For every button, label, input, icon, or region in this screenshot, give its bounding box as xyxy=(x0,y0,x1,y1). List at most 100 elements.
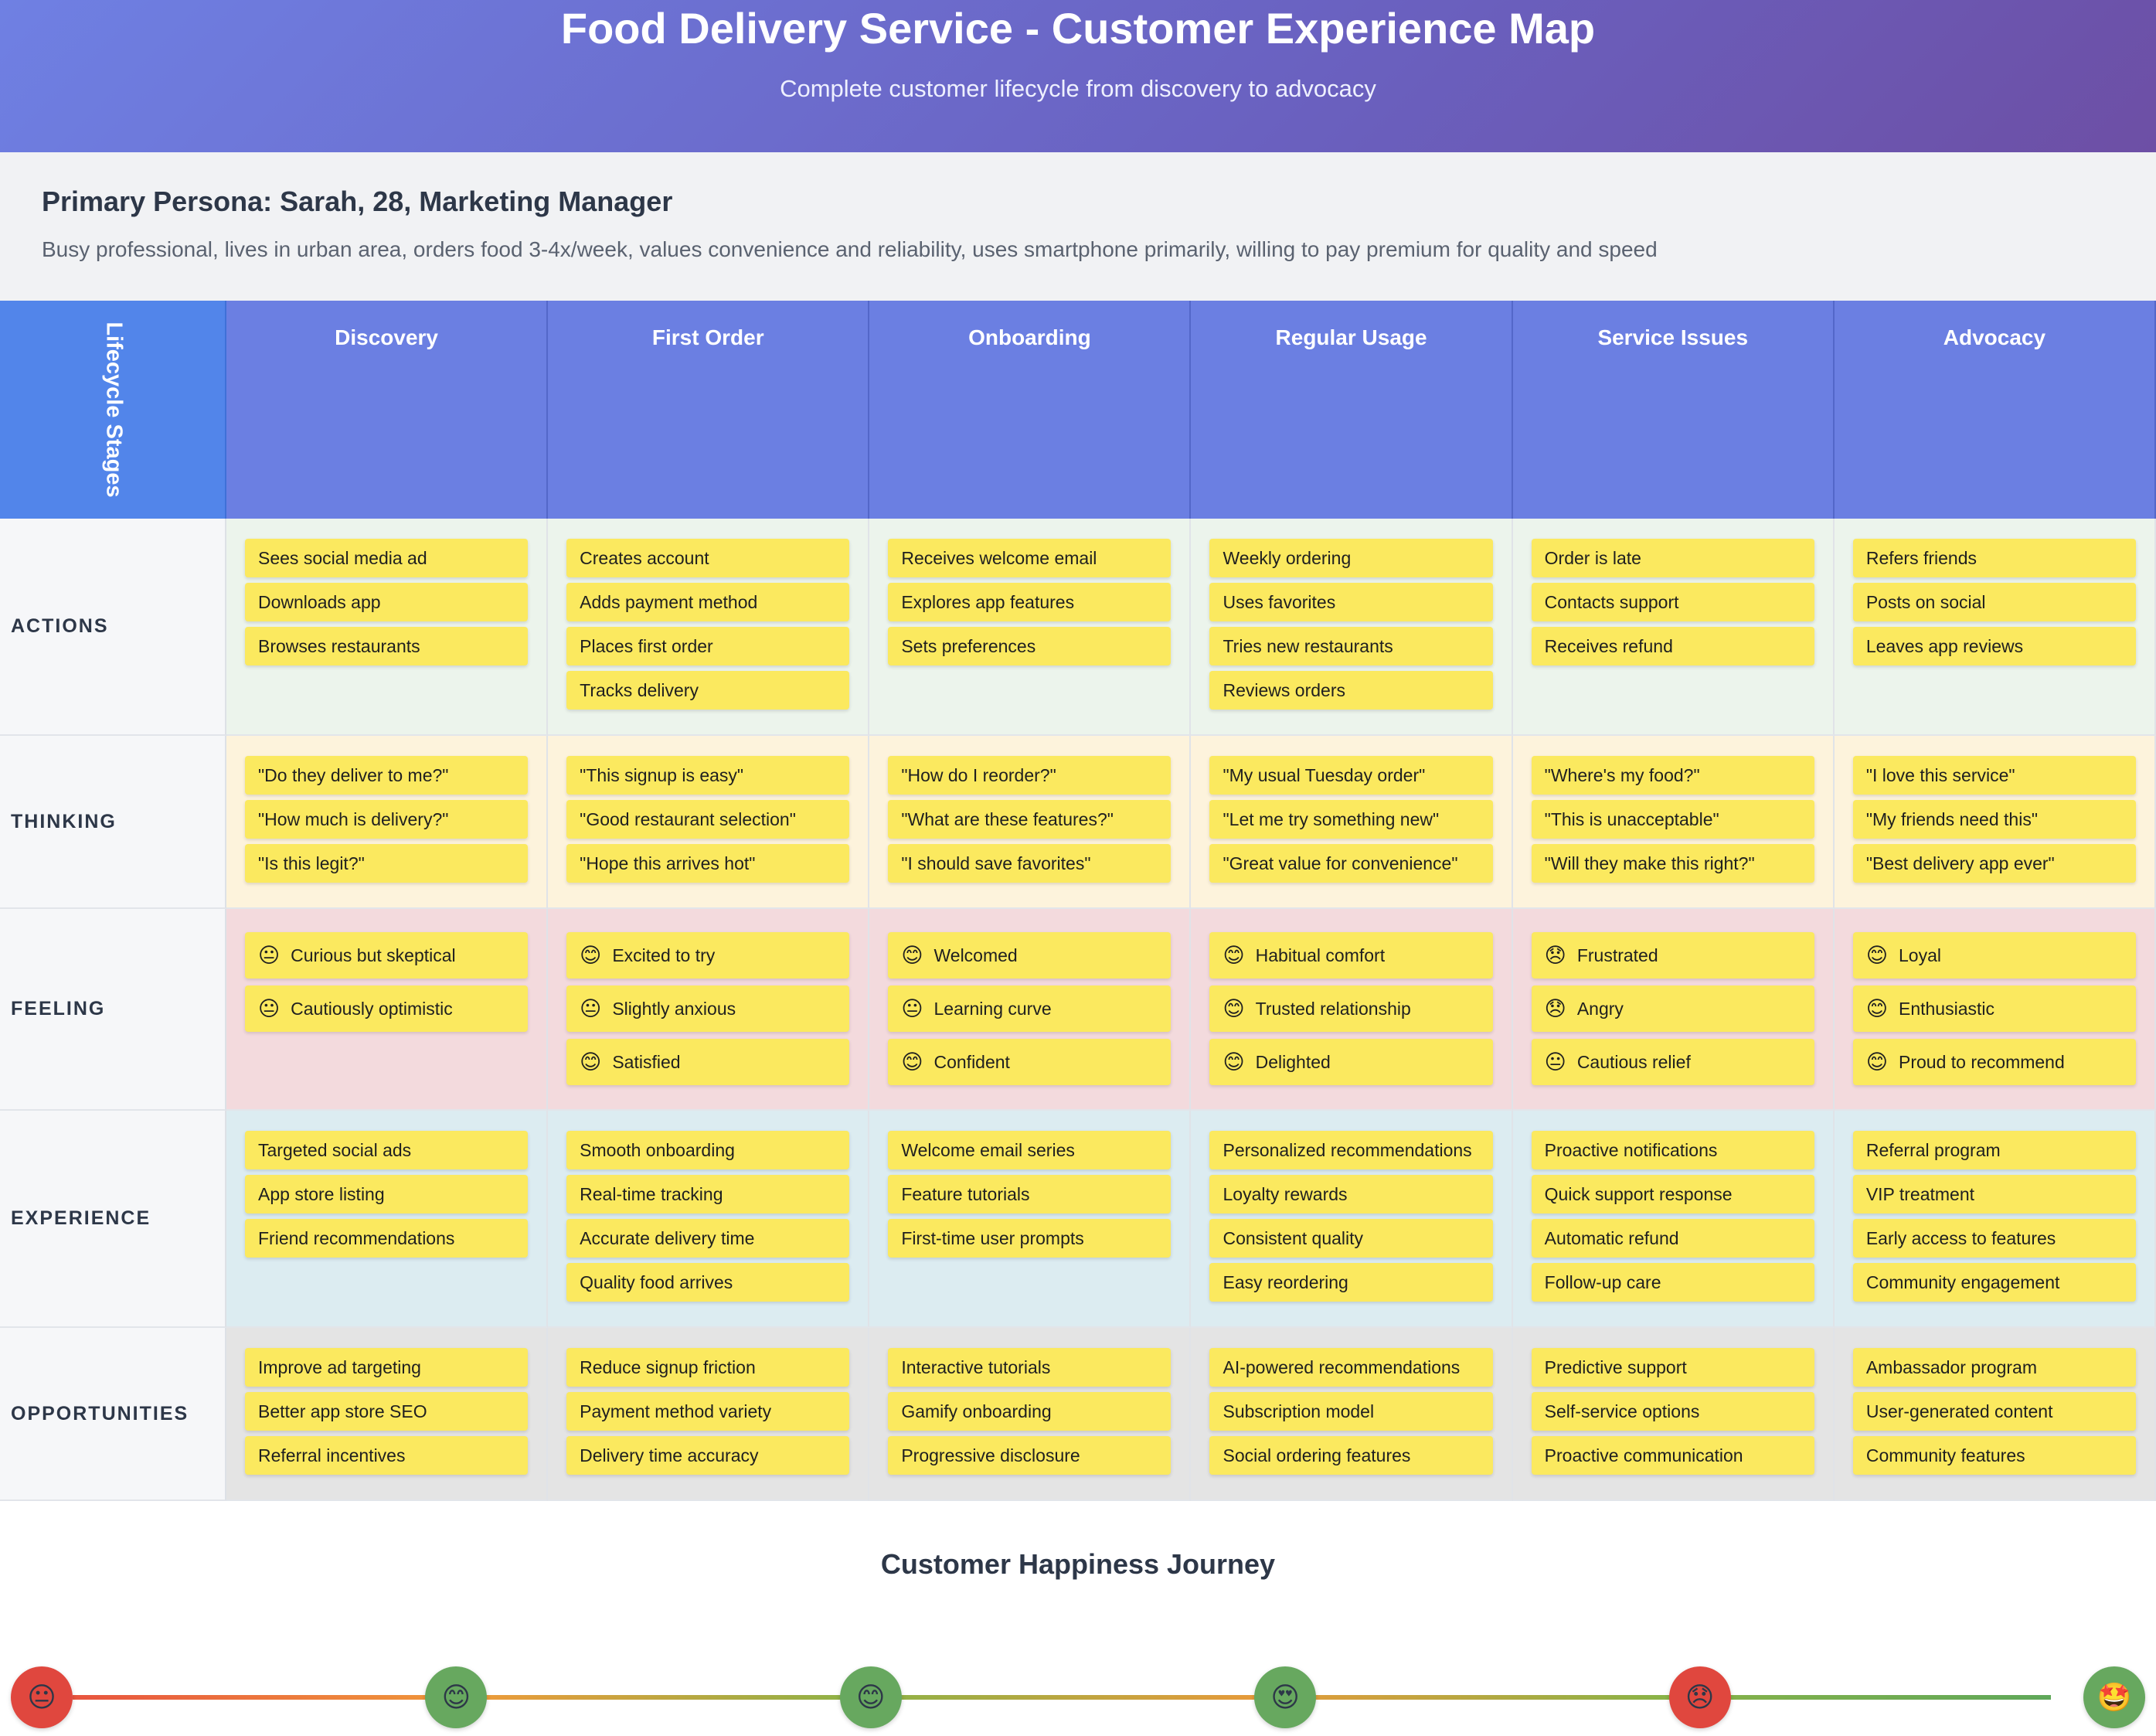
feeling-sticky-note: 😐 Curious but skeptical xyxy=(245,932,529,979)
row-label-feeling: FEELING xyxy=(0,909,226,1111)
experience-cell: Smooth onboarding Real-time tracking Accur… xyxy=(548,1111,870,1328)
actions-sticky-note: Explores app features xyxy=(888,583,1172,621)
feeling-sticky-note: 😊 Confident xyxy=(888,1039,1172,1085)
happiness-point-3: 😊 xyxy=(839,1666,902,1728)
emotion-label: Habitual comfort xyxy=(1255,945,1386,965)
actions-sticky-note: Browses restaurants xyxy=(245,627,529,665)
actions-sticky-note: Contacts support xyxy=(1531,583,1814,621)
emotion-label: Loyal xyxy=(1898,945,1941,965)
thinking-sticky-note: "Best delivery app ever" xyxy=(1852,844,2136,883)
experience-cell: Targeted social ads App store listing Frie… xyxy=(226,1111,549,1328)
experience-sticky-note: Consistent quality xyxy=(1209,1219,1493,1258)
thinking-sticky-note: "My friends need this" xyxy=(1852,800,2136,839)
feeling-cell: 😊 Habitual comfort 😊 Trusted relationship 😊 D… xyxy=(1191,909,1513,1111)
emotion-label: Welcomed xyxy=(933,945,1018,965)
actions-sticky-note: Tracks delivery xyxy=(566,671,850,710)
experience-sticky-note: VIP treatment xyxy=(1852,1175,2136,1213)
thinking-sticky-note: "I should save favorites" xyxy=(888,844,1172,883)
emotion-emoji-icon: 😊 xyxy=(901,1050,923,1074)
feeling-cell: 😊 Excited to try 😐 Slightly anxious 😊 Satisfi… xyxy=(548,909,870,1111)
actions-sticky-note: Uses favorites xyxy=(1209,583,1493,621)
emotion-label: Curious but skeptical xyxy=(291,945,456,965)
opportunities-sticky-note: Reduce signup friction xyxy=(566,1348,850,1387)
happiness-track-line xyxy=(73,1695,2051,1700)
thinking-sticky-note: "Do they deliver to me?" xyxy=(245,756,529,795)
emotion-emoji-icon: 😊 xyxy=(1223,943,1245,967)
happiness-point-5: 😞 xyxy=(1668,1666,1731,1728)
actions-sticky-note: Leaves app reviews xyxy=(1852,627,2136,665)
emotion-label: Cautiously optimistic xyxy=(291,998,453,1019)
emotion-emoji-icon: 😊 xyxy=(1223,996,1245,1020)
experience-sticky-note: Targeted social ads xyxy=(245,1131,529,1169)
emotion-label: Cautious relief xyxy=(1576,1051,1691,1072)
page-title: Food Delivery Service - Customer Experie… xyxy=(560,4,1596,53)
opportunities-sticky-note: Community features xyxy=(1852,1436,2136,1475)
feeling-sticky-note: 😞 Frustrated xyxy=(1531,932,1814,979)
persona-title: Primary Persona: Sarah, 28, Marketing Ma… xyxy=(42,186,673,217)
thinking-cell: "How do I reorder?" "What are these featu… xyxy=(869,736,1192,909)
thinking-sticky-note: "What are these features?" xyxy=(888,800,1172,839)
experience-cell: Referral program VIP treatment Early acces… xyxy=(1834,1111,2156,1328)
emotion-label: Proud to recommend xyxy=(1898,1051,2065,1072)
lifecycle-stages-label: Lifecycle Stages xyxy=(101,322,127,498)
feeling-sticky-note: 😐 Learning curve xyxy=(888,985,1172,1032)
actions-sticky-note: Receives welcome email xyxy=(888,539,1172,577)
feeling-sticky-note: 😐 Slightly anxious xyxy=(566,985,850,1032)
experience-sticky-note: Quick support response xyxy=(1531,1175,1814,1213)
emotion-emoji-icon: 😊 xyxy=(1223,1050,1245,1074)
opportunities-sticky-note: Improve ad targeting xyxy=(245,1348,529,1387)
opportunities-cell: Predictive support Self-service options Pr… xyxy=(1512,1328,1835,1501)
lifecycle-stages-header: Lifecycle Stages xyxy=(0,301,226,519)
experience-sticky-note: Accurate delivery time xyxy=(566,1219,850,1258)
row-label-opportunities: OPPORTUNITIES xyxy=(0,1328,226,1501)
experience-cell: Welcome email series Feature tutorials Fir… xyxy=(869,1111,1192,1328)
emotion-label: Confident xyxy=(933,1051,1010,1072)
thinking-sticky-note: "Hope this arrives hot" xyxy=(566,844,850,883)
experience-sticky-note: Quality food arrives xyxy=(566,1263,850,1302)
actions-sticky-note: Receives refund xyxy=(1531,627,1814,665)
thinking-sticky-note: "Is this legit?" xyxy=(245,844,529,883)
emotion-emoji-icon: 😐 xyxy=(901,996,923,1020)
emotion-label: Angry xyxy=(1576,998,1624,1019)
feeling-sticky-note: 😊 Excited to try xyxy=(566,932,850,979)
stage-header: First Order xyxy=(548,301,870,519)
page-subtitle: Complete customer lifecycle from discove… xyxy=(780,75,1376,102)
opportunities-sticky-note: Subscription model xyxy=(1209,1392,1493,1431)
happiness-point-2: 😊 xyxy=(425,1666,488,1728)
feeling-cell: 😊 Welcomed 😐 Learning curve 😊 Confident xyxy=(869,909,1192,1111)
opportunities-sticky-note: Delivery time accuracy xyxy=(566,1436,850,1475)
actions-sticky-note: Downloads app xyxy=(245,583,529,621)
emotion-emoji-icon: 😊 xyxy=(1865,996,1888,1020)
experience-sticky-note: First-time user prompts xyxy=(888,1219,1172,1258)
feeling-cell: 😞 Frustrated 😞 Angry 😐 Cautious relief xyxy=(1512,909,1835,1111)
happiness-point-6: 🤩 xyxy=(2083,1666,2145,1728)
actions-cell: Order is late Contacts support Receives re… xyxy=(1512,519,1835,736)
emotion-emoji-icon: 😊 xyxy=(580,943,602,967)
experience-sticky-note: Feature tutorials xyxy=(888,1175,1172,1213)
feeling-sticky-note: 😊 Delighted xyxy=(1209,1039,1493,1085)
emotion-emoji-icon: 😞 xyxy=(1544,996,1566,1020)
emotion-emoji-icon: 😞 xyxy=(1544,943,1566,967)
stage-header: Onboarding xyxy=(869,301,1192,519)
actions-cell: Sees social media ad Downloads app Browses… xyxy=(226,519,549,736)
stage-header: Service Issues xyxy=(1512,301,1835,519)
emotion-label: Trusted relationship xyxy=(1255,998,1411,1019)
experience-sticky-note: Community engagement xyxy=(1852,1263,2136,1302)
thinking-sticky-note: "My usual Tuesday order" xyxy=(1209,756,1493,795)
actions-sticky-note: Sees social media ad xyxy=(245,539,529,577)
opportunities-cell: AI-powered recommendations Subscription m… xyxy=(1191,1328,1513,1501)
experience-cell: Personalized recommendations Loyalty rewa… xyxy=(1191,1111,1513,1328)
thinking-cell: "This signup is easy" "Good restaurant se… xyxy=(548,736,870,909)
thinking-sticky-note: "Good restaurant selection" xyxy=(566,800,850,839)
emotion-label: Slightly anxious xyxy=(612,998,736,1019)
feeling-cell: 😊 Loyal 😊 Enthusiastic 😊 Proud to recommend xyxy=(1834,909,2156,1111)
journey-map-grid: Lifecycle Stages Discovery First Order Onb… xyxy=(0,301,2156,1501)
opportunities-sticky-note: Interactive tutorials xyxy=(888,1348,1172,1387)
opportunities-cell: Reduce signup friction Payment method var… xyxy=(548,1328,870,1501)
thinking-cell: "My usual Tuesday order" "Let me try some… xyxy=(1191,736,1513,909)
actions-cell: Receives welcome email Explores app featu… xyxy=(869,519,1192,736)
persona-description: Busy professional, lives in urban area, … xyxy=(42,237,1658,261)
experience-sticky-note: Referral program xyxy=(1852,1131,2136,1169)
persona-panel: Primary Persona: Sarah, 28, Marketing Ma… xyxy=(0,152,2156,301)
opportunities-sticky-note: Better app store SEO xyxy=(245,1392,529,1431)
